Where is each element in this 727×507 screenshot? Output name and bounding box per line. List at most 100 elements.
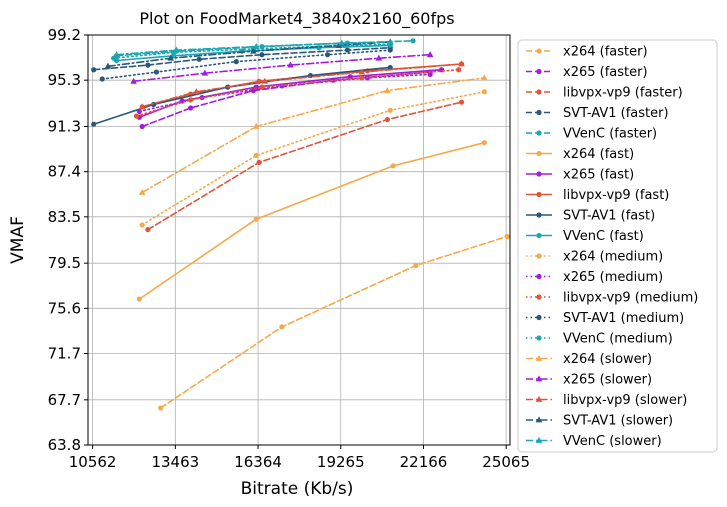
legend-entry-x265-fast: x265 (fast) xyxy=(526,168,634,183)
data-point-svt-av1-fast xyxy=(387,64,393,71)
series-libvpx-vp9-medium xyxy=(133,67,462,119)
grid-lines xyxy=(88,34,510,446)
x-tick-label: 22166 xyxy=(400,453,448,471)
data-point-svt-av1-slower xyxy=(167,54,174,61)
legend: x264 (faster) x265 (faster) libvpx-vp9 (fa… xyxy=(517,39,718,453)
data-point-svt-av1-medium xyxy=(324,52,331,58)
y-tick-label: 91.3 xyxy=(48,117,81,135)
data-point-x264-medium xyxy=(139,222,145,228)
y-tick-label: 71.7 xyxy=(48,345,81,363)
data-point-x264-faster xyxy=(504,233,510,240)
data-point-libvpx-vp9-slower xyxy=(138,103,146,110)
y-tick-label: 63.8 xyxy=(48,436,81,454)
legend-swatch-marker xyxy=(536,314,542,321)
data-point-vvenc-slower xyxy=(386,38,394,45)
y-tick-label: 83.5 xyxy=(48,208,81,226)
data-point-libvpx-vp9-medium xyxy=(359,75,365,81)
data-point-svt-av1-medium xyxy=(153,69,160,75)
legend-label: SVT-AV1 (fast) xyxy=(563,209,655,224)
legend-swatch-marker xyxy=(536,171,542,177)
series-x264-medium xyxy=(139,89,487,228)
data-point-libvpx-vp9-slower xyxy=(458,60,465,67)
data-point-x264-slower xyxy=(481,74,488,81)
series-line-x264-medium xyxy=(141,91,486,226)
x-tick-label: 13463 xyxy=(151,453,199,471)
legend-entry-x264-slower: x264 (slower) xyxy=(526,352,652,367)
data-point-x264-slower xyxy=(252,122,260,129)
legend-label: x264 (faster) xyxy=(563,45,648,60)
legend-entry-svt-av1-faster: SVT-AV1 (faster) xyxy=(526,106,669,121)
data-point-svt-av1-medium xyxy=(233,59,239,65)
legend-swatch-marker xyxy=(536,89,542,95)
data-point-x264-medium xyxy=(387,107,393,113)
legend-swatch-marker xyxy=(535,375,543,382)
data-point-libvpx-vp9-faster xyxy=(145,226,151,233)
data-point-x264-medium xyxy=(253,152,259,159)
series-line-svt-av1-faster xyxy=(92,46,392,71)
data-point-x264-faster xyxy=(279,324,285,330)
series-line-libvpx-vp9-faster xyxy=(147,101,463,231)
x-tick-label: 19265 xyxy=(317,453,365,471)
legend-swatch-marker xyxy=(536,232,542,239)
series-svt-av1-medium xyxy=(99,47,393,82)
legend-entry-x264-faster: x264 (faster) xyxy=(526,45,648,60)
series-line-x264-slower xyxy=(141,77,486,194)
legend-entry-vvenc-fast: VVenC (fast) xyxy=(526,229,644,244)
legend-swatch-marker xyxy=(536,109,542,116)
legend-entry-svt-av1-slower: SVT-AV1 (slower) xyxy=(526,414,673,429)
plot-frame xyxy=(87,34,511,446)
data-point-libvpx-vp9-faster xyxy=(256,159,262,166)
data-point-x264-fast xyxy=(136,296,142,302)
legend-label: libvpx-vp9 (faster) xyxy=(563,86,683,101)
y-tick-label: 75.6 xyxy=(48,299,81,317)
data-point-x264-faster xyxy=(413,262,419,269)
legend-swatch-marker xyxy=(536,294,542,300)
legend-label: x265 (fast) xyxy=(563,168,634,183)
data-point-svt-av1-faster xyxy=(344,47,351,53)
data-point-svt-av1-faster xyxy=(91,67,97,73)
legend-entry-x265-medium: x265 (medium) xyxy=(526,270,663,285)
data-point-x264-fast xyxy=(390,163,396,169)
data-point-libvpx-vp9-slower xyxy=(261,77,269,84)
legend-label: VVenC (medium) xyxy=(563,332,673,347)
legend-entry-x265-faster: x265 (faster) xyxy=(526,65,648,80)
axis-ticks: 10562 13463 16364 19265 22166 25065 63.8 67.7 71… xyxy=(48,26,530,471)
data-point-svt-av1-faster xyxy=(196,56,202,62)
legend-swatch-marker xyxy=(535,395,543,402)
x-axis-label: Bitrate (Kb/s) xyxy=(241,479,354,499)
data-point-x265-faster xyxy=(139,123,145,130)
legend-label: x264 (medium) xyxy=(563,250,663,265)
data-point-x265-slower xyxy=(287,61,294,68)
series-x264-slower xyxy=(138,74,488,195)
data-point-svt-av1-faster xyxy=(145,62,151,68)
legend-box xyxy=(517,39,718,453)
legend-entry-x264-medium: x264 (medium) xyxy=(526,250,663,265)
legend-entry-libvpx-vp9-slower: libvpx-vp9 (slower) xyxy=(526,393,687,408)
legend-entry-vvenc-faster: VVenC (faster) xyxy=(526,127,657,142)
legend-label: VVenC (fast) xyxy=(563,229,644,244)
legend-label: x265 (medium) xyxy=(563,270,663,285)
data-point-libvpx-vp9-medium xyxy=(188,97,194,103)
legend-swatch-marker xyxy=(536,191,542,198)
data-point-libvpx-vp9-medium xyxy=(456,67,462,73)
legend-label: x265 (faster) xyxy=(563,65,648,80)
data-point-libvpx-vp9-slower xyxy=(193,88,200,95)
data-point-svt-av1-medium xyxy=(99,76,105,82)
data-point-x265-fast xyxy=(347,74,353,80)
legend-label: SVT-AV1 (medium) xyxy=(563,311,684,326)
series-x264-faster xyxy=(158,233,510,411)
legend-entry-libvpx-vp9-faster: libvpx-vp9 (faster) xyxy=(526,86,683,101)
y-tick-label: 67.7 xyxy=(48,391,81,409)
series-libvpx-vp9-faster xyxy=(145,99,465,233)
y-tick-label: 95.3 xyxy=(48,71,81,89)
series-vvenc-faster xyxy=(113,38,416,59)
legend-entry-svt-av1-medium: SVT-AV1 (medium) xyxy=(526,311,684,326)
series-line-x264-faster xyxy=(159,235,508,409)
data-point-x265-medium xyxy=(136,108,142,115)
series-vvenc-slower xyxy=(113,38,394,58)
legend-label: SVT-AV1 (slower) xyxy=(563,414,673,429)
x-tick-label: 16364 xyxy=(234,453,282,471)
data-point-libvpx-vp9-faster xyxy=(458,99,465,105)
data-point-svt-av1-faster xyxy=(259,52,265,58)
